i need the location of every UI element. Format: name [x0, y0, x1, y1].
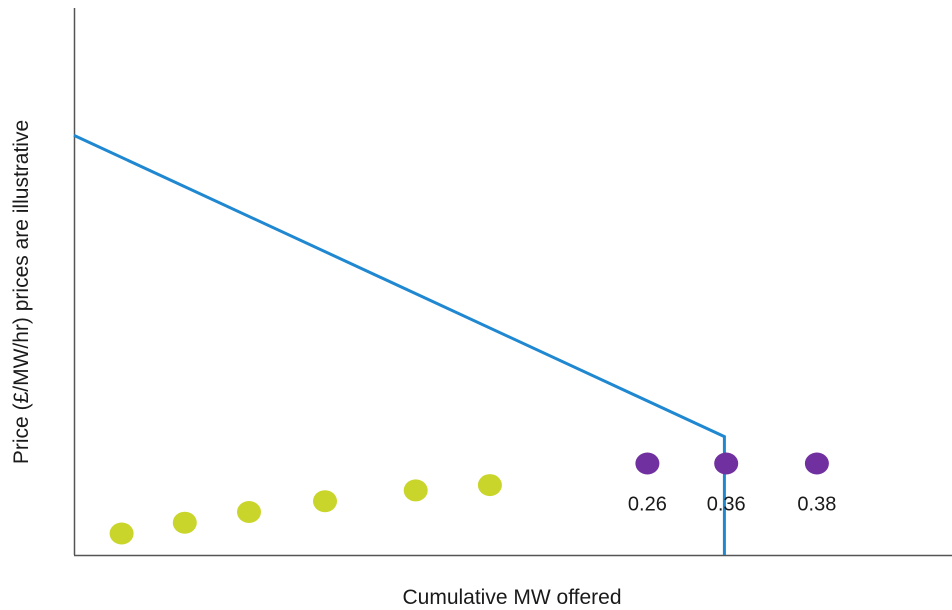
- y-axis-label: Price (£/MW/hr) prices are illustrative: [10, 120, 33, 464]
- data-point-s1-p2: [172, 511, 197, 534]
- data-point-s1-p4: [313, 490, 337, 513]
- labels-layer: 0.26 0.36 0.38: [628, 494, 836, 516]
- data-point-s2-p1: [635, 452, 660, 475]
- data-point-s1-p3: [237, 501, 261, 523]
- data-label-s2-p1: 0.26: [628, 494, 667, 516]
- data-point-s1-p5: [403, 479, 428, 502]
- data-point-s2-p3: [804, 452, 829, 475]
- data-label-s2-p2: 0.36: [707, 494, 746, 516]
- data-point-s2-p2: [714, 452, 739, 475]
- points-layer: [109, 452, 829, 545]
- x-axis-label: Cumulative MW offered: [402, 586, 621, 609]
- data-point-s1-p6: [477, 474, 502, 497]
- data-point-s1-p1: [109, 522, 134, 545]
- data-label-s2-p3: 0.38: [797, 494, 836, 516]
- demand-line: [73, 134, 726, 555]
